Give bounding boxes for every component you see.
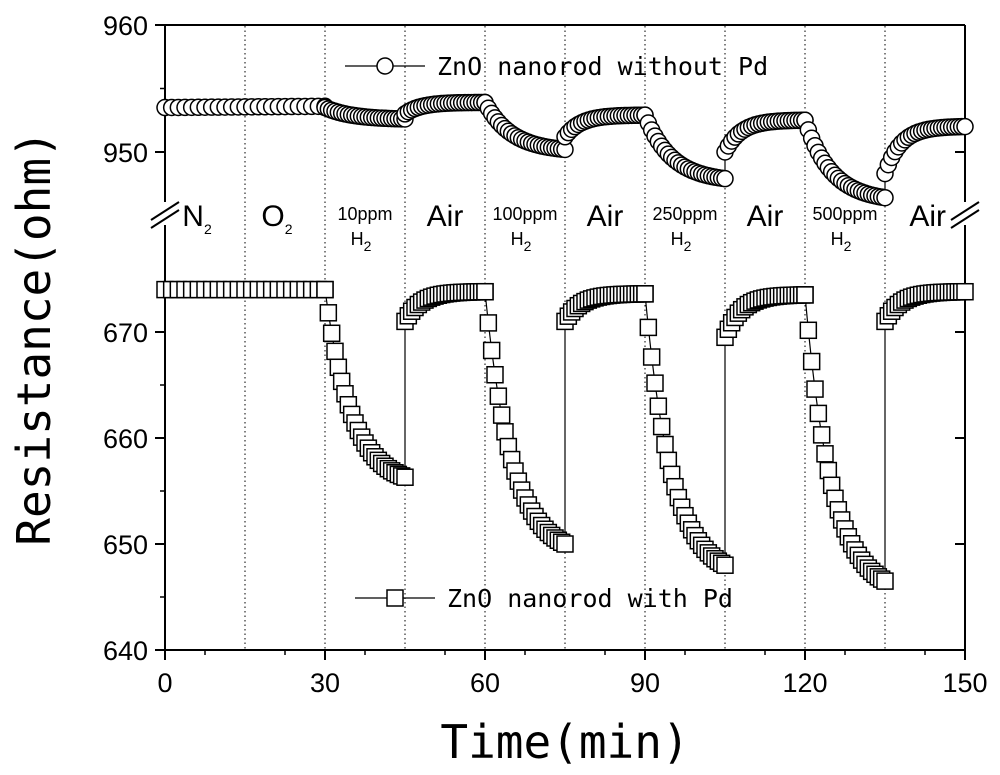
data-point-circle [876,188,894,207]
region-sublabel-4: H2 [511,229,532,254]
data-point-square [492,406,511,424]
data-point-square [479,314,498,332]
region-sublabel-2: H2 [351,229,372,254]
data-point-square [646,374,664,392]
data-point-square [636,285,654,303]
x-tick-label-0: 0 [157,668,172,698]
legend-label-1: ZnO nanorod with Pd [447,584,733,613]
data-point-square [322,324,341,343]
y-tick-label-950: 950 [103,138,148,168]
x-tick-label-60: 60 [470,668,500,698]
data-point-square [556,535,574,553]
region-label-7: Air [747,200,784,233]
data-series [156,93,974,590]
region-sublabel-8: H2 [831,229,852,254]
data-point-square [476,282,494,301]
tick-labels: 0 30 60 90 120 150 960 950 670 660 650 640 [103,11,988,698]
data-point-square [482,341,501,360]
data-point-square [716,556,734,574]
region-label-8: 500ppm [812,204,877,224]
data-point-square [486,365,504,384]
data-point-square [649,397,668,415]
legend-1: ZnO nanorod with Pd [355,584,733,613]
legend-0: ZnO nanorod without Pd [345,52,768,81]
data-point-square [812,426,831,444]
y-axis-title: Resistance(ohm) [7,130,61,545]
data-point-square [396,468,414,486]
region-label-4: 100ppm [492,204,557,224]
y-tick-label-670: 670 [103,318,148,348]
data-point-square [876,572,894,590]
region-label-5: Air [587,200,624,233]
data-point-square [496,423,514,441]
data-point-square [316,280,334,299]
data-point-square [639,318,658,337]
x-tick-label-120: 120 [782,668,827,698]
legends: ZnO nanorod without Pd ZnO nanorod with P… [345,52,768,613]
data-point-square [956,282,974,301]
axis-break-marks [150,201,980,229]
data-point-square [652,417,671,436]
series-1 [156,280,974,590]
legend-label-0: ZnO nanorod without Pd [437,52,768,81]
data-point-circle [956,117,974,136]
x-tick-label-150: 150 [942,668,987,698]
data-point-circle [716,169,734,188]
y-tick-label-650: 650 [103,530,148,560]
data-point-square [799,321,818,340]
data-point-square [819,461,838,480]
data-point-square [326,342,344,361]
break-mark-right-1 [950,201,980,221]
break-mark-left-1 [150,201,180,221]
data-point-square [489,387,508,405]
x-tick-label-30: 30 [310,668,340,698]
legend-marker-square [386,589,404,607]
y-tick-label-960: 960 [103,11,148,41]
region-sublabel-6: H2 [671,229,692,254]
y-tick-label-660: 660 [103,424,148,454]
data-point-square [816,445,834,463]
y-tick-label-640: 640 [103,636,148,666]
region-label-9: Air [909,200,946,233]
region-label-6: 250ppm [652,204,717,224]
series-0 [156,93,974,207]
region-labels: N2 O2 10ppm H2 Air 100ppm H2 Air 250ppm H2 Air 500p… [182,200,946,254]
data-point-square [796,286,814,304]
x-axis-title: Time(min) [440,715,689,769]
legend-marker-circle [376,57,394,75]
data-point-square [802,352,821,371]
axis-ticks [155,24,966,660]
region-label-2: 10ppm [337,204,392,224]
x-tick-label-90: 90 [630,668,660,698]
region-label-0: N2 [182,200,212,237]
region-label-1: O2 [261,200,292,237]
data-point-square [642,348,661,366]
region-label-3: Air [427,200,464,233]
data-point-square [809,404,828,423]
break-mark-right-2 [950,209,980,229]
data-point-square [806,380,824,398]
data-point-square [656,435,674,454]
data-point-square [319,304,338,322]
break-mark-left-2 [150,209,180,229]
